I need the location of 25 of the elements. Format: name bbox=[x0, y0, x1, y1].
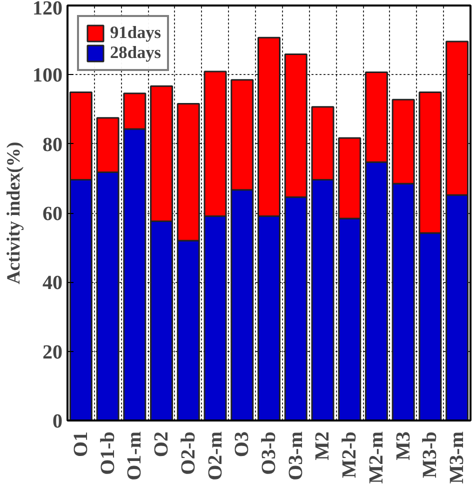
y-tick-label: 40 bbox=[42, 272, 62, 294]
x-tick-label: M3 bbox=[392, 431, 414, 460]
x-tick-label: M2-b bbox=[338, 431, 361, 478]
y-axis-title: Activity index(%) bbox=[4, 142, 24, 284]
y-tick-label: 60 bbox=[42, 203, 62, 225]
y-tick-label: 80 bbox=[42, 134, 62, 156]
x-tick-label: O3-m bbox=[284, 431, 307, 480]
x-tick-label: O2 bbox=[150, 431, 173, 458]
legend-label: 91days bbox=[110, 23, 162, 43]
x-tick-label: O3-b bbox=[258, 431, 280, 475]
y-tick-label: 0 bbox=[52, 410, 62, 432]
x-tick-label: M2 bbox=[312, 431, 334, 460]
x-tick-label: O1-m bbox=[124, 431, 146, 480]
x-tick-label: O1-b bbox=[96, 431, 119, 475]
x-tick-label: O2-m bbox=[204, 431, 226, 480]
x-tick-label: M2-m bbox=[365, 431, 388, 484]
legend-label: 28days bbox=[110, 43, 162, 63]
x-tick-label: O1 bbox=[70, 431, 92, 458]
x-tick-label: O2-b bbox=[177, 431, 200, 475]
x-tick-label: M3-m bbox=[446, 431, 468, 484]
x-tick-label: M3-b bbox=[419, 431, 442, 478]
y-tick-label: 20 bbox=[42, 341, 62, 364]
y-tick-label: 120 bbox=[32, 0, 62, 20]
x-tick-label: O3 bbox=[231, 431, 254, 458]
y-tick-label: 100 bbox=[32, 64, 62, 87]
